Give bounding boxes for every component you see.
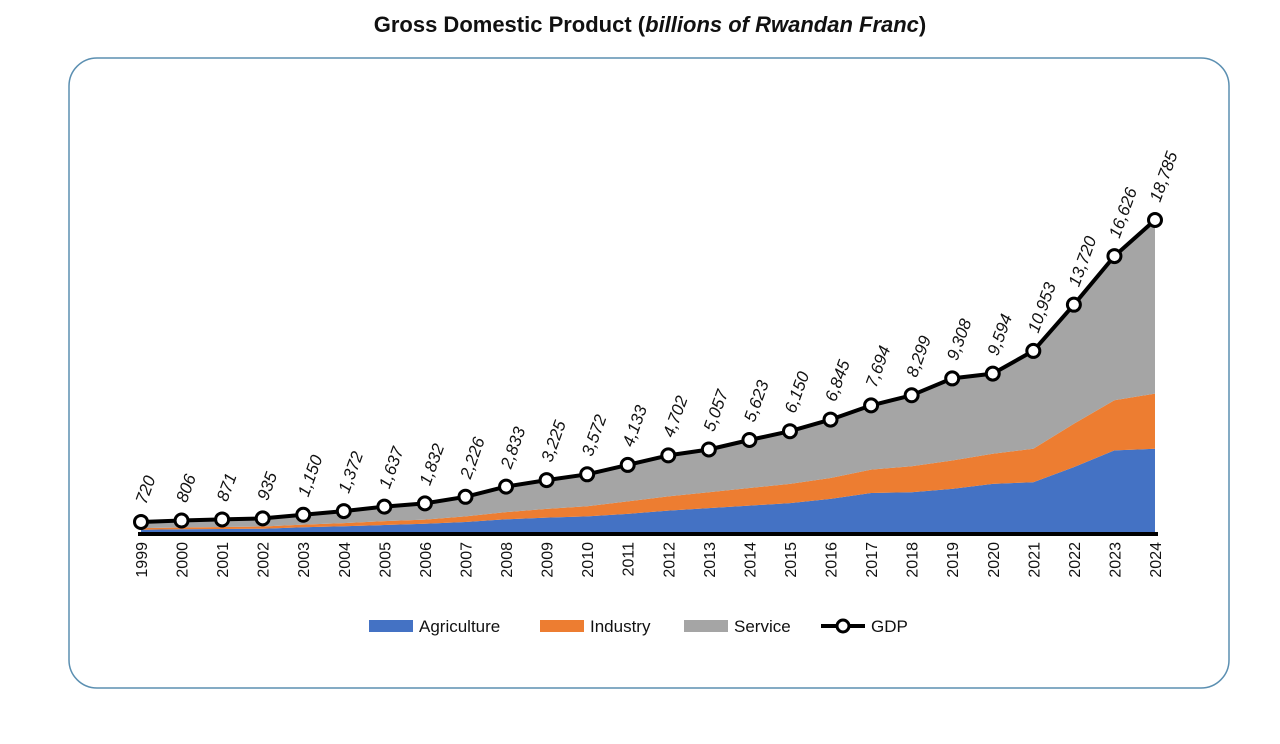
gdp-point-2018	[903, 387, 920, 404]
gdp-point-2000	[173, 512, 190, 529]
x-tick-2002: 2002	[256, 542, 273, 578]
x-tick-2017: 2017	[864, 542, 881, 578]
legend: Agriculture Industry Service GDP	[369, 617, 908, 636]
legend-label-gdp: GDP	[871, 617, 908, 636]
gdp-point-1999	[133, 513, 149, 530]
x-tick-2006: 2006	[418, 542, 435, 578]
x-tick-2005: 2005	[377, 542, 394, 578]
legend-label-service: Service	[734, 617, 791, 636]
x-tick-2001: 2001	[215, 542, 232, 578]
x-tick-2020: 2020	[986, 542, 1003, 578]
gdp-point-2004	[335, 503, 352, 520]
gdp-point-2024	[1147, 212, 1163, 228]
x-tick-2022: 2022	[1067, 542, 1084, 578]
area-agriculture	[141, 448, 1155, 534]
x-tick-2012: 2012	[661, 542, 678, 578]
chart-title-main: Gross Domestic Product (	[373, 12, 646, 37]
x-tick-2007: 2007	[458, 542, 475, 578]
gdp-point-2010	[579, 466, 596, 483]
gdp-point-2011	[619, 456, 636, 473]
x-tick-2011: 2011	[621, 542, 638, 577]
gdp-point-2008	[498, 478, 515, 495]
gdp-point-2013	[700, 441, 717, 458]
gdp-line-group	[133, 212, 1163, 530]
gdp-point-2007	[457, 488, 474, 505]
gdp-point-2006	[416, 495, 433, 512]
legend-swatch-service	[684, 620, 728, 632]
chart-title-unit: billions of Rwandan Franc	[645, 12, 919, 37]
x-tick-2003: 2003	[296, 542, 313, 578]
legend-marker-gdp	[835, 618, 851, 634]
x-tick-2008: 2008	[499, 542, 516, 578]
gdp-point-2019	[944, 370, 961, 387]
gdp-point-2020	[984, 365, 1001, 382]
x-tick-2014: 2014	[742, 542, 759, 578]
legend-swatch-industry	[540, 620, 584, 632]
chart-title: Gross Domestic Product (billions of Rwan…	[0, 12, 1280, 38]
gdp-point-2023	[1106, 248, 1123, 265]
x-tick-2021: 2021	[1026, 542, 1043, 578]
x-tick-2018: 2018	[905, 542, 922, 578]
gdp-point-2016	[822, 411, 839, 428]
gdp-point-2014	[741, 432, 758, 449]
x-tick-2015: 2015	[783, 542, 800, 578]
legend-swatch-agriculture	[369, 620, 413, 632]
gdp-point-2012	[660, 447, 677, 464]
x-tick-2023: 2023	[1107, 542, 1124, 578]
x-tick-2009: 2009	[540, 542, 557, 578]
gdp-point-2003	[295, 506, 312, 523]
x-tick-labels: 1999 2000 2001 2002 2003 2004 2005 2006 2007 2008…	[134, 542, 1165, 578]
legend-label-agriculture: Agriculture	[419, 617, 500, 636]
gdp-point-2021	[1025, 342, 1042, 359]
gdp-point-2009	[538, 472, 555, 489]
legend-label-industry: Industry	[590, 617, 651, 636]
x-tick-1999: 1999	[134, 542, 151, 578]
stacked-areas	[141, 220, 1155, 534]
gdp-point-2002	[254, 510, 271, 527]
gdp-point-2001	[214, 511, 231, 528]
x-tick-2024: 2024	[1148, 542, 1165, 578]
gdp-point-2022	[1065, 296, 1082, 313]
x-tick-2013: 2013	[702, 542, 719, 578]
gdp-point-2015	[781, 423, 798, 440]
x-tick-2016: 2016	[824, 542, 841, 578]
chart-title-close: )	[918, 12, 927, 37]
area-industry	[141, 393, 1155, 530]
x-tick-2000: 2000	[175, 542, 192, 578]
area-service	[141, 220, 1155, 529]
gdp-point-2005	[376, 498, 393, 515]
x-tick-2019: 2019	[945, 542, 962, 578]
x-tick-2004: 2004	[337, 542, 354, 578]
x-tick-2010: 2010	[580, 542, 597, 578]
gdp-point-2017	[863, 397, 880, 414]
